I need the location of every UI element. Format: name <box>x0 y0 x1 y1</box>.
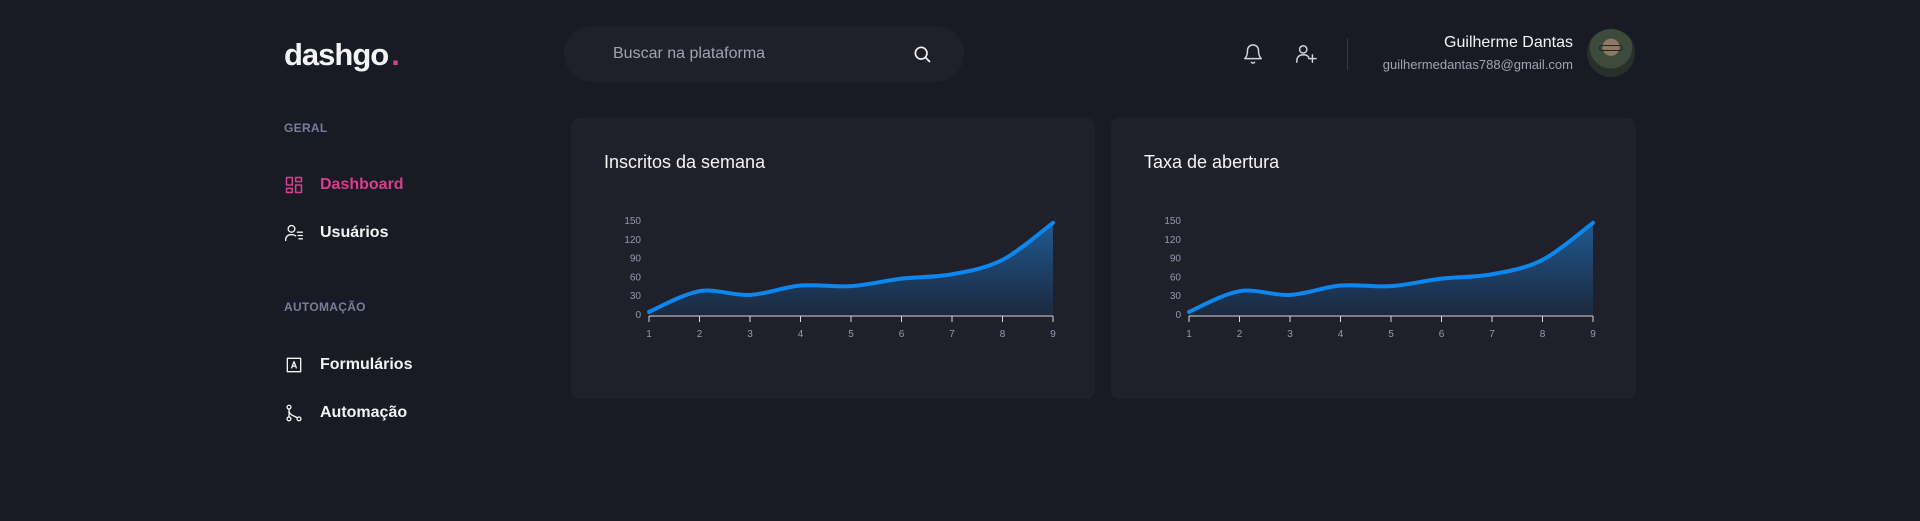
chart-x-tick-label: 9 <box>1050 329 1056 340</box>
chart-card-inscritos: Inscritos da semana 1 2 3 4 5 6 7 8 9 0 30 60 90 120 1… <box>571 118 1095 399</box>
user-plus-icon[interactable] <box>1295 43 1317 65</box>
chart-x-tick-label: 1 <box>646 329 652 340</box>
bell-icon[interactable] <box>1242 43 1264 65</box>
sidebar-item-label: Usuários <box>320 224 389 241</box>
logo[interactable]: dashgo. <box>284 37 400 73</box>
sidebar-item-dashboard[interactable]: Dashboard <box>284 175 404 195</box>
logo-dot: . <box>391 37 400 72</box>
chart-y-tick-label: 60 <box>1170 272 1182 283</box>
chart-x-tick-label: 3 <box>1287 329 1293 340</box>
chart-x-tick-label: 6 <box>1439 329 1445 340</box>
chart-x-tick-label: 1 <box>1186 329 1192 340</box>
chart-y-tick-label: 150 <box>1164 216 1181 227</box>
chart-y-tick-label: 60 <box>630 272 642 283</box>
chart-y-tick-label: 0 <box>1175 310 1181 321</box>
chart-card-taxa: Taxa de abertura 1 2 3 4 5 6 7 8 9 0 30 60 90 120 150 <box>1111 118 1636 399</box>
logo-text: dashgo <box>284 37 389 72</box>
chart-y-tick-label: 0 <box>635 310 641 321</box>
avatar[interactable] <box>1587 29 1635 77</box>
chart-x-tick-label: 9 <box>1590 329 1596 340</box>
chart-x-tick-label: 5 <box>1388 329 1394 340</box>
git-merge-icon <box>286 404 302 422</box>
chart-title: Inscritos da semana <box>604 152 766 172</box>
chart-x-tick-label: 5 <box>848 329 854 340</box>
chart-x-tick-label: 8 <box>1000 329 1006 340</box>
chart-series-line <box>1187 220 1595 314</box>
sidebar-item-label: Automação <box>320 404 408 421</box>
chart-x-tick-label: 4 <box>1338 329 1344 340</box>
chart-x-tick-label: 2 <box>1237 329 1243 340</box>
chart-x-tick-label: 7 <box>949 329 955 340</box>
chart-x-tick-label: 4 <box>798 329 804 340</box>
chart-y-tick-label: 120 <box>624 235 641 246</box>
chart-series-line <box>647 220 1055 314</box>
chart-area-fill <box>1189 222 1593 315</box>
search-icon[interactable] <box>912 44 932 64</box>
header-divider <box>1347 38 1348 70</box>
search-bar[interactable] <box>564 26 964 82</box>
chart-x-tick-label: 8 <box>1540 329 1546 340</box>
chart-area-fill <box>649 222 1053 315</box>
search-input[interactable] <box>611 44 912 64</box>
profile-name: Guilherme Dantas <box>1444 34 1573 51</box>
chart-y-tick-label: 90 <box>630 254 642 265</box>
form-icon <box>286 357 302 373</box>
sidebar-item-automacao[interactable]: Automação <box>284 403 407 423</box>
chart-x-tick-label: 2 <box>697 329 703 340</box>
sidebar-item-formularios[interactable]: Formulários <box>284 355 412 375</box>
section-title-automacao: AUTOMAÇÃO <box>284 300 366 314</box>
chart-title: Taxa de abertura <box>1144 152 1280 172</box>
sidebar-item-usuarios[interactable]: Usuários <box>284 223 388 243</box>
chart-x-tick-label: 6 <box>899 329 905 340</box>
dashboard-icon <box>285 176 303 194</box>
sidebar-item-label: Formulários <box>320 356 413 373</box>
chart-y-tick-label: 150 <box>624 216 641 227</box>
section-title-geral: GERAL <box>284 121 328 135</box>
chart-y-tick-label: 30 <box>630 291 642 302</box>
chart-y-tick-label: 120 <box>1164 235 1181 246</box>
chart-x-tick-label: 7 <box>1489 329 1495 340</box>
sidebar-item-label: Dashboard <box>320 176 404 193</box>
profile-email: guilhermedantas788@gmail.com <box>1382 57 1573 72</box>
users-icon <box>285 224 303 242</box>
chart-y-tick-label: 90 <box>1170 254 1182 265</box>
chart-x-tick-label: 3 <box>747 329 753 340</box>
chart-y-tick-label: 30 <box>1170 291 1182 302</box>
